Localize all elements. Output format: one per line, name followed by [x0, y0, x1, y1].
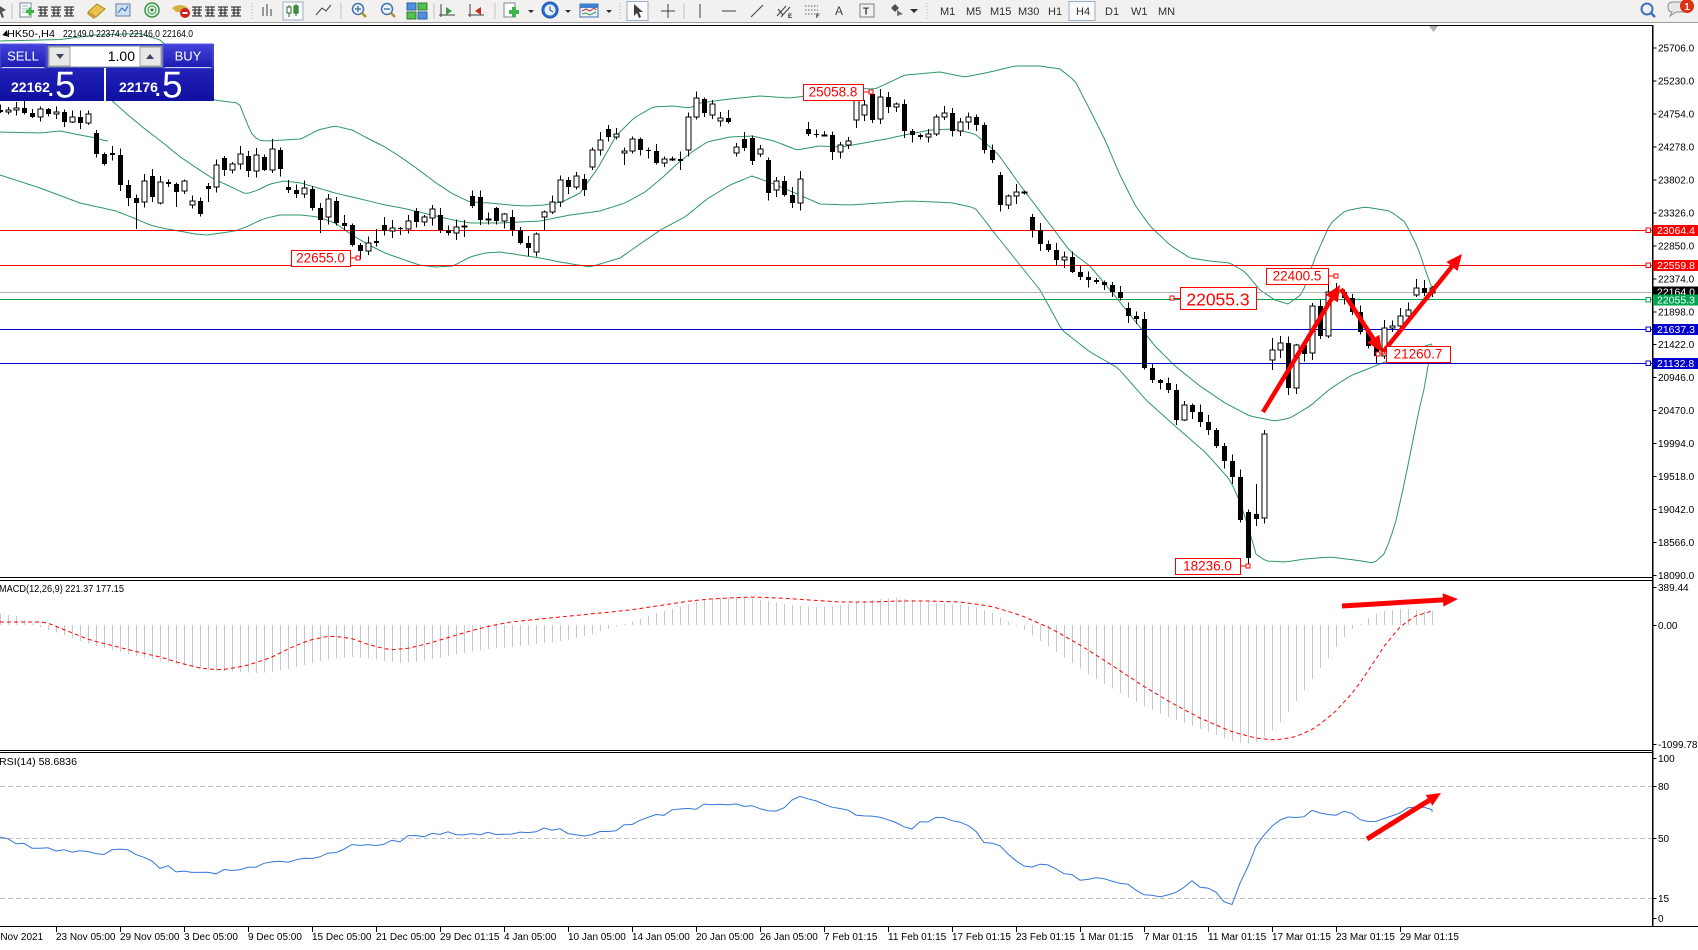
svg-text:5: 5: [55, 65, 76, 106]
svg-text:22850.0: 22850.0: [1658, 241, 1695, 252]
svg-text:M1: M1: [940, 6, 955, 18]
svg-text:-1099.78: -1099.78: [1658, 740, 1698, 751]
svg-text:7 Feb 01:15: 7 Feb 01:15: [824, 932, 878, 943]
svg-text:H1: H1: [1048, 6, 1062, 18]
svg-text:4 Jan 05:00: 4 Jan 05:00: [504, 932, 557, 943]
svg-text:14 Jan 05:00: 14 Jan 05:00: [632, 932, 690, 943]
svg-text:17 Feb 01:15: 17 Feb 01:15: [952, 932, 1011, 943]
svg-text:10 Jan 05:00: 10 Jan 05:00: [568, 932, 626, 943]
svg-text:22055.3: 22055.3: [1186, 290, 1249, 310]
svg-text:29 Dec 01:15: 29 Dec 01:15: [440, 932, 500, 943]
svg-text:22162: 22162: [11, 79, 50, 95]
svg-text:7 Mar 01:15: 7 Mar 01:15: [1144, 932, 1198, 943]
svg-text:22559.8: 22559.8: [1657, 260, 1695, 272]
svg-text:T: T: [863, 7, 869, 18]
svg-text:19994.0: 19994.0: [1658, 439, 1695, 450]
svg-text:26 Jan 05:00: 26 Jan 05:00: [760, 932, 818, 943]
svg-text:5: 5: [162, 65, 183, 106]
svg-text:23 Nov 05:00: 23 Nov 05:00: [56, 932, 116, 943]
svg-text:80: 80: [1658, 782, 1670, 793]
svg-text:24754.0: 24754.0: [1658, 109, 1695, 120]
svg-text:9 Dec 05:00: 9 Dec 05:00: [248, 932, 302, 943]
svg-text:E: E: [788, 14, 792, 20]
svg-text:22374.0: 22374.0: [1658, 274, 1695, 285]
svg-text:0: 0: [1658, 914, 1664, 925]
svg-text:1.00: 1.00: [108, 48, 135, 64]
svg-text:23 Feb 01:15: 23 Feb 01:15: [1016, 932, 1075, 943]
svg-text:19518.0: 19518.0: [1658, 472, 1695, 483]
svg-text:0.00: 0.00: [1658, 621, 1678, 632]
svg-text:389.44: 389.44: [1658, 583, 1689, 594]
svg-text:11 Mar 01:15: 11 Mar 01:15: [1208, 932, 1267, 943]
svg-text:23802.0: 23802.0: [1658, 175, 1695, 186]
svg-text:21637.3: 21637.3: [1657, 324, 1695, 336]
svg-text:BUY: BUY: [175, 49, 202, 64]
svg-text:A: A: [835, 4, 843, 18]
svg-text:19042.0: 19042.0: [1658, 505, 1695, 516]
svg-text:25706.0: 25706.0: [1658, 44, 1695, 55]
svg-text:21898.0: 21898.0: [1658, 307, 1695, 318]
svg-text:15 Dec 05:00: 15 Dec 05:00: [312, 932, 372, 943]
svg-text:15: 15: [1658, 894, 1670, 905]
svg-text:MACD(12,26,9) 221.37 177.15: MACD(12,26,9) 221.37 177.15: [0, 584, 124, 595]
svg-text:RSI(14) 58.6836: RSI(14) 58.6836: [0, 757, 77, 768]
svg-text:D1: D1: [1105, 6, 1119, 18]
svg-text:W1: W1: [1131, 6, 1148, 18]
svg-text:M15: M15: [990, 6, 1011, 18]
svg-text:H4: H4: [1076, 6, 1090, 18]
svg-text:7 Nov 2021: 7 Nov 2021: [0, 932, 44, 943]
svg-text:.: .: [48, 79, 54, 101]
svg-text:22655.0: 22655.0: [296, 251, 345, 266]
svg-text:22055.3: 22055.3: [1657, 295, 1695, 307]
svg-text:20470.0: 20470.0: [1658, 406, 1695, 417]
svg-text:18236.0: 18236.0: [1183, 559, 1232, 574]
svg-text:1 Mar 01:15: 1 Mar 01:15: [1080, 932, 1134, 943]
svg-text:100: 100: [1658, 754, 1675, 765]
svg-text:18090.0: 18090.0: [1658, 571, 1695, 582]
svg-text:21260.7: 21260.7: [1394, 347, 1443, 362]
svg-text:20946.0: 20946.0: [1658, 373, 1695, 384]
svg-text:25058.8: 25058.8: [809, 85, 858, 100]
svg-text:M30: M30: [1018, 6, 1039, 18]
svg-text:23 Mar 01:15: 23 Mar 01:15: [1336, 932, 1395, 943]
svg-text:23064.4: 23064.4: [1657, 225, 1695, 237]
svg-text:HK50-,H4: HK50-,H4: [7, 28, 55, 40]
svg-text:22149.0 22374.0 22146.0 22164.: 22149.0 22374.0 22146.0 22164.0: [63, 28, 193, 40]
svg-text:18566.0: 18566.0: [1658, 538, 1695, 549]
svg-text:M5: M5: [966, 6, 981, 18]
svg-text:1: 1: [1684, 2, 1690, 13]
svg-text:.: .: [155, 79, 161, 101]
svg-text:F: F: [816, 14, 820, 20]
svg-text:20 Jan 05:00: 20 Jan 05:00: [696, 932, 754, 943]
svg-text:11 Feb 01:15: 11 Feb 01:15: [888, 932, 947, 943]
svg-text:23326.0: 23326.0: [1658, 208, 1695, 219]
svg-text:29 Mar 01:15: 29 Mar 01:15: [1400, 932, 1459, 943]
svg-text:24278.0: 24278.0: [1658, 142, 1695, 153]
svg-text:25230.0: 25230.0: [1658, 76, 1695, 87]
svg-text:21 Dec 05:00: 21 Dec 05:00: [376, 932, 436, 943]
svg-text:21132.8: 21132.8: [1657, 358, 1694, 370]
svg-text:3 Dec 05:00: 3 Dec 05:00: [184, 932, 238, 943]
svg-text:17 Mar 01:15: 17 Mar 01:15: [1272, 932, 1331, 943]
svg-text:21422.0: 21422.0: [1658, 340, 1695, 351]
svg-text:MN: MN: [1158, 6, 1175, 18]
svg-text:SELL: SELL: [7, 49, 39, 64]
svg-text:29 Nov 05:00: 29 Nov 05:00: [120, 932, 180, 943]
svg-text:50: 50: [1658, 834, 1670, 845]
svg-text:22400.5: 22400.5: [1273, 269, 1322, 284]
svg-text:22176: 22176: [119, 79, 158, 95]
